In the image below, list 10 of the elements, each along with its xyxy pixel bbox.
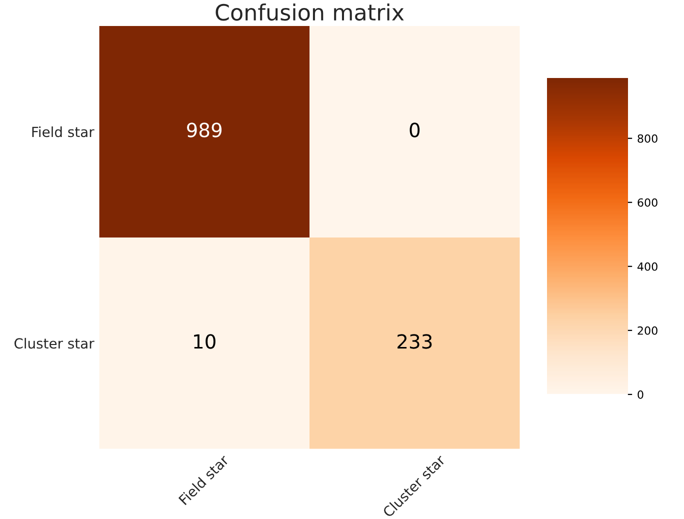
data-label: 0: [410, 122, 420, 138]
color-bar-label: 0: [638, 390, 644, 399]
data-label: 989: [187, 122, 222, 138]
color-bar-label: 400: [637, 262, 658, 271]
chart-title: Confusion matrix: [216, 4, 404, 21]
color-bar-label: 800: [638, 134, 658, 143]
data-label: 233: [398, 334, 432, 349]
color-bar-label: 600: [638, 198, 658, 207]
color-bar-label: 200: [638, 326, 658, 335]
data-label: 10: [194, 334, 216, 349]
